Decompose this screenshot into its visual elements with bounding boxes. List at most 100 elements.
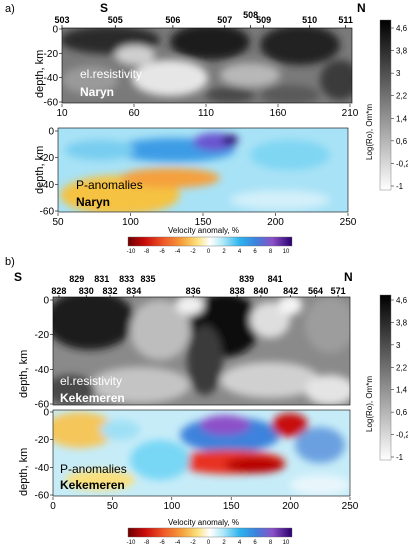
panel-b-resistivity-section	[53, 297, 350, 405]
resistivity-colorbar-b-label: Log(Ro), Om*m	[365, 376, 374, 432]
colorbar-tick-label: 0	[207, 540, 211, 546]
station-label: 503	[54, 15, 69, 25]
station-label: 833	[119, 274, 134, 284]
xtick-label: 110	[198, 108, 214, 119]
resistivity-colorbar-a: 4,6 3,8 3 2,2 1,4 0,6 -0,2 -1 Log(Ro), Om*m	[365, 19, 408, 191]
ytick-label: -40	[35, 463, 50, 474]
ytick-label: -40	[35, 365, 50, 376]
colorbar-tick-label: 2,2	[396, 363, 408, 372]
colorbar-tick-label: 8	[269, 540, 273, 546]
colorbar-tick-label: -8	[144, 540, 150, 546]
ytick-label: 0	[48, 127, 54, 138]
ytick-label: -60	[40, 207, 55, 218]
xtick-label: 10	[56, 108, 68, 119]
panel-b-stations: 829 831 833 835 839 841 828 830 832 834 836 838 840 8…	[51, 274, 346, 298]
colorbar-tick-label: 1,4	[396, 114, 408, 123]
colorbar-tick-label: -6	[159, 540, 165, 546]
panel-a-velocity-ylabel: depth, km	[34, 146, 46, 194]
colorbar-tick-label: 8	[269, 249, 273, 255]
panel-b-resistivity-yticks: 0 -20 -40 -60	[35, 296, 53, 411]
ytick-label: -20	[35, 435, 50, 446]
colorbar-tick-label: 4,6	[396, 24, 408, 33]
panel-a-label: a)	[5, 3, 15, 15]
ytick-label: -20	[40, 153, 55, 164]
colorbar-tick-label: 1,4	[396, 386, 408, 395]
velocity-colorbar-b: Velocity anomaly, % -10 -8 -6 -4 -2 0 2 4 6 8 10	[127, 518, 293, 546]
panel-a-velocity-xticks: 50 100 150 200 250	[52, 213, 357, 228]
xtick-label: 210	[342, 108, 359, 119]
colorbar-tick-label: -6	[159, 249, 165, 255]
colorbar-tick-label: 3,8	[396, 318, 408, 327]
colorbar-tick-label: 0	[207, 249, 211, 255]
colorbar-tick-label: 2	[222, 540, 226, 546]
colorbar-tick-label: 3	[396, 69, 401, 78]
station-label: 507	[217, 15, 232, 25]
panel-b-velocity-region: Kekemeren	[60, 478, 125, 492]
ytick-label: -20	[35, 330, 50, 341]
station-label: 505	[108, 15, 123, 25]
xtick-label: 150	[223, 501, 240, 512]
xtick-label: 250	[342, 501, 359, 512]
panel-a-velocity-region: Naryn	[76, 195, 110, 209]
colorbar-tick-label: -2	[190, 249, 196, 255]
xtick-label: 200	[282, 501, 299, 512]
xtick-label: 50	[52, 217, 64, 228]
resistivity-colorbar-a-ticks: 4,6 3,8 3 2,2 1,4 0,6 -0,2 -1	[391, 24, 408, 191]
panel-b-velocity-xticks: 0 50 100 150 200 250	[50, 497, 359, 512]
panel-a-resistivity-title: el.resistivity	[80, 67, 142, 81]
xtick-label: 100	[122, 217, 139, 228]
station-label: 829	[69, 274, 84, 284]
colorbar-tick-label: 2,2	[396, 92, 408, 101]
ytick-label: -20	[44, 49, 59, 60]
colorbar-tick-label: -0,2	[396, 431, 408, 440]
xtick-label: 0	[50, 501, 56, 512]
ytick-label: -60	[35, 400, 50, 411]
panel-a-resistivity-frame	[61, 27, 353, 104]
panel-a-resistivity-region: Naryn	[80, 85, 114, 99]
station-label: 841	[268, 274, 283, 284]
colorbar-tick-label: 3,8	[396, 47, 408, 56]
panel-b-south: S	[14, 270, 22, 284]
panel-b-resistivity-ylabel: depth, km	[18, 350, 30, 398]
panel-a-velocity-yticks: 0 -20 -40 -60	[40, 127, 58, 218]
panel-a-resistivity-ylabel: depth, km	[34, 50, 46, 98]
station-label: 832	[103, 286, 118, 296]
station-label: 838	[230, 286, 245, 296]
panel-b-resistivity-frame	[52, 296, 351, 406]
panel-a-velocity-section	[58, 128, 348, 212]
colorbar-tick-label: -4	[175, 249, 181, 255]
station-label: 571	[331, 286, 346, 296]
station-label: 828	[51, 286, 66, 296]
colorbar-tick-label: 6	[253, 540, 257, 546]
station-label: 830	[79, 286, 94, 296]
panel-b-velocity-frame	[52, 409, 351, 497]
colorbar-tick-label: -1	[396, 453, 404, 462]
station-label: 835	[141, 274, 156, 284]
colorbar-tick-label: -1	[396, 182, 404, 191]
panel-a-velocity-title: P-anomalies	[76, 178, 143, 192]
ytick-label: 0	[52, 25, 58, 36]
resistivity-colorbar-b: 4,6 3,8 3 2,2 1,4 0,6 -0,2 -1 Log(Ro), Om*m	[365, 294, 408, 462]
colorbar-tick-label: 4	[238, 249, 242, 255]
station-label: 506	[165, 15, 180, 25]
velocity-colorbar-b-ticks: -10 -8 -6 -4 -2 0 2 4 6 8 10	[127, 540, 290, 546]
panel-a-resistivity-yticks: 0 -20 -40 -60	[44, 25, 62, 109]
panel-a-resistivity-section	[62, 28, 352, 103]
panel-b-velocity-title: P-anomalies	[60, 462, 127, 476]
xtick-label: 150	[195, 217, 212, 228]
panel-b-velocity-yticks: 0 -20 -40 -60	[35, 408, 53, 502]
panel-b-resistivity-region: Kekemeren	[60, 391, 125, 405]
velocity-colorbar-a-ticks: -10 -8 -6 -4 -2 0 2 4 6 8 10	[127, 249, 290, 255]
panel-b-velocity-ylabel: depth, km	[18, 448, 30, 496]
ytick-label: -40	[44, 73, 59, 84]
xtick-label: 60	[128, 108, 140, 119]
station-label: 831	[94, 274, 109, 284]
panel-b-north: N	[344, 270, 353, 284]
colorbar-tick-label: -0,2	[396, 159, 408, 168]
colorbar-tick-label: -10	[127, 249, 136, 255]
panel-b-label: b)	[5, 256, 15, 268]
panel-b-resistivity-title: el.resistivity	[60, 374, 122, 388]
panel-a-south: S	[100, 1, 108, 15]
colorbar-tick-label: -8	[144, 249, 150, 255]
